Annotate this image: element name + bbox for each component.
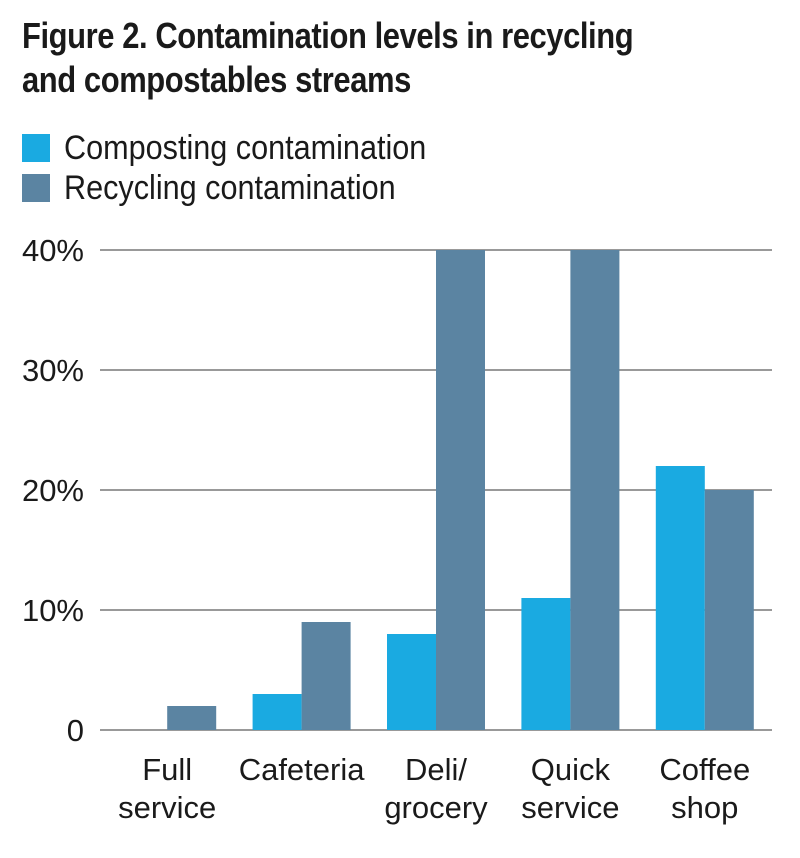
bar-composting bbox=[387, 634, 436, 730]
bar-composting bbox=[521, 598, 571, 730]
chart-title-line-1: Figure 2. Contamination levels in recycl… bbox=[22, 15, 634, 56]
bar-composting bbox=[655, 466, 705, 730]
chart-title-line-2: and compostables streams bbox=[22, 59, 411, 100]
x-tick-label: grocery bbox=[384, 790, 488, 825]
bar-composting bbox=[252, 694, 302, 730]
x-tick-label: Full bbox=[142, 752, 192, 787]
y-tick-label: 10% bbox=[22, 593, 84, 628]
x-tick-label: service bbox=[521, 790, 619, 825]
x-tick-label: service bbox=[118, 790, 216, 825]
x-tick-label: Coffee bbox=[659, 752, 750, 787]
y-tick-label: 0 bbox=[67, 713, 84, 748]
y-tick-label: 20% bbox=[22, 473, 84, 508]
x-tick-label: Quick bbox=[531, 752, 611, 787]
bar-recycling bbox=[436, 250, 485, 730]
bar-recycling bbox=[301, 622, 351, 730]
legend-label-composting: Composting contamination bbox=[64, 128, 427, 167]
bar-recycling bbox=[570, 250, 620, 730]
legend-item-recycling: Recycling contamination bbox=[22, 168, 467, 208]
bar-recycling bbox=[167, 706, 217, 730]
bar-recycling bbox=[704, 490, 754, 730]
legend-item-composting: Composting contamination bbox=[22, 128, 467, 168]
y-tick-label: 30% bbox=[22, 353, 84, 388]
legend-swatch-composting bbox=[22, 134, 50, 162]
legend-swatch-recycling bbox=[22, 174, 50, 202]
legend-label-recycling: Recycling contamination bbox=[64, 168, 396, 207]
legend: Composting contamination Recycling conta… bbox=[22, 128, 467, 208]
x-tick-label: Cafeteria bbox=[239, 752, 366, 787]
x-tick-label: Deli/ bbox=[405, 752, 467, 787]
y-tick-label: 40% bbox=[22, 233, 84, 268]
x-tick-label: shop bbox=[671, 790, 738, 825]
chart-title: Figure 2. Contamination levels in recycl… bbox=[22, 14, 676, 102]
